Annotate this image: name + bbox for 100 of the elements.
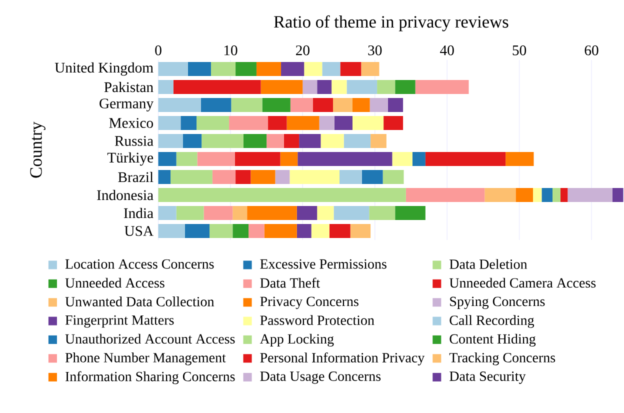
bar [370, 98, 388, 112]
bar [196, 116, 230, 130]
y-tick-label: Pakistan [104, 82, 154, 92]
bar [506, 152, 534, 166]
bar [184, 224, 210, 238]
bar [284, 134, 300, 148]
chart-title: Ratio of theme in privacy reviews [274, 15, 508, 32]
bar [612, 188, 624, 202]
bar [552, 188, 560, 202]
bar [250, 170, 276, 184]
bar [384, 116, 404, 130]
legend-label: Data Deletion [450, 259, 528, 269]
bar [369, 206, 396, 220]
y-tick-label: Indonesia [97, 190, 154, 200]
bar [231, 98, 262, 112]
bar [247, 206, 297, 220]
bar [352, 116, 384, 130]
bar [260, 80, 303, 94]
legend-label: Fingerprint Matters [65, 315, 174, 328]
bar [340, 170, 362, 184]
bar [312, 98, 334, 112]
bar [362, 170, 383, 184]
legend-label: Unneeded Camera Access [449, 278, 596, 288]
bar [158, 98, 201, 112]
bar [210, 224, 233, 238]
y-tick-label: Germany [100, 98, 154, 112]
bar [361, 62, 380, 76]
bar [298, 152, 392, 166]
x-tick-label: 20 [296, 45, 310, 56]
bar [281, 62, 304, 76]
x-tick-label: 0 [155, 45, 162, 56]
x-tick-label: 10 [224, 45, 238, 56]
bar [290, 170, 340, 184]
legend-label: Data Security [450, 372, 526, 384]
bar [395, 206, 426, 220]
bar [395, 80, 416, 94]
legend-label: Personal Information Privacy [260, 352, 425, 366]
legend-label: Unauthorized Account Access [65, 334, 235, 344]
bar [176, 206, 204, 220]
bar [268, 116, 287, 130]
bar [158, 134, 183, 148]
x-tick-label: 60 [584, 45, 598, 56]
bar [232, 224, 249, 238]
bar [346, 80, 378, 94]
legend-label: App Locking [260, 334, 334, 347]
bar [158, 224, 185, 238]
y-tick-label: Türkiye [107, 152, 154, 166]
x-tick-label: 40 [440, 45, 454, 56]
bar [412, 152, 426, 166]
bar [350, 224, 371, 238]
bar [302, 80, 318, 94]
legend-label: Password Protection [260, 315, 374, 326]
bar [236, 170, 251, 184]
bar [516, 188, 534, 202]
bar [158, 116, 181, 130]
bar [290, 98, 313, 112]
bar [425, 152, 506, 166]
legend-label: Privacy Concerns [260, 296, 358, 310]
bar [296, 224, 312, 238]
x-tick-label: 30 [368, 45, 382, 56]
legend-label: Information Sharing Concerns [65, 371, 235, 384]
bar [484, 188, 516, 202]
legend-label: Data Theft [260, 278, 320, 288]
bar [319, 116, 334, 130]
bar [317, 206, 334, 220]
bar [248, 224, 264, 238]
bar [344, 134, 371, 148]
bar [296, 206, 318, 220]
legend-label: Data Usage Concerns [260, 372, 381, 384]
y-tick-label: Mexico [109, 118, 154, 128]
bar [333, 98, 353, 112]
bar [256, 62, 282, 76]
legend-label: Unneeded Access [65, 278, 164, 288]
legend-label: Tracking Concerns [449, 352, 556, 366]
x-tick-label: 50 [512, 45, 526, 56]
bar [332, 80, 347, 94]
bar [329, 224, 350, 238]
bar [180, 116, 197, 130]
bar [266, 134, 284, 148]
legend-label: Unwanted Data Collection [65, 296, 214, 306]
y-tick-label: United Kingdom [54, 62, 154, 76]
bar [377, 80, 396, 94]
bar [334, 206, 370, 220]
bar [210, 62, 236, 76]
bar [212, 170, 236, 184]
bar [229, 116, 268, 130]
bar [392, 152, 412, 166]
bar [352, 98, 370, 112]
y-tick-label: India [124, 208, 154, 218]
bar [188, 62, 211, 76]
bar [299, 134, 321, 148]
bar [176, 152, 198, 166]
legend-label: Spying Concerns [450, 296, 545, 310]
bar [382, 170, 404, 184]
legend-label: Excessive Permissions [260, 259, 386, 269]
bar [158, 170, 171, 184]
bar [232, 206, 248, 220]
bar [280, 152, 298, 166]
bar [197, 152, 235, 166]
bar [322, 62, 340, 76]
